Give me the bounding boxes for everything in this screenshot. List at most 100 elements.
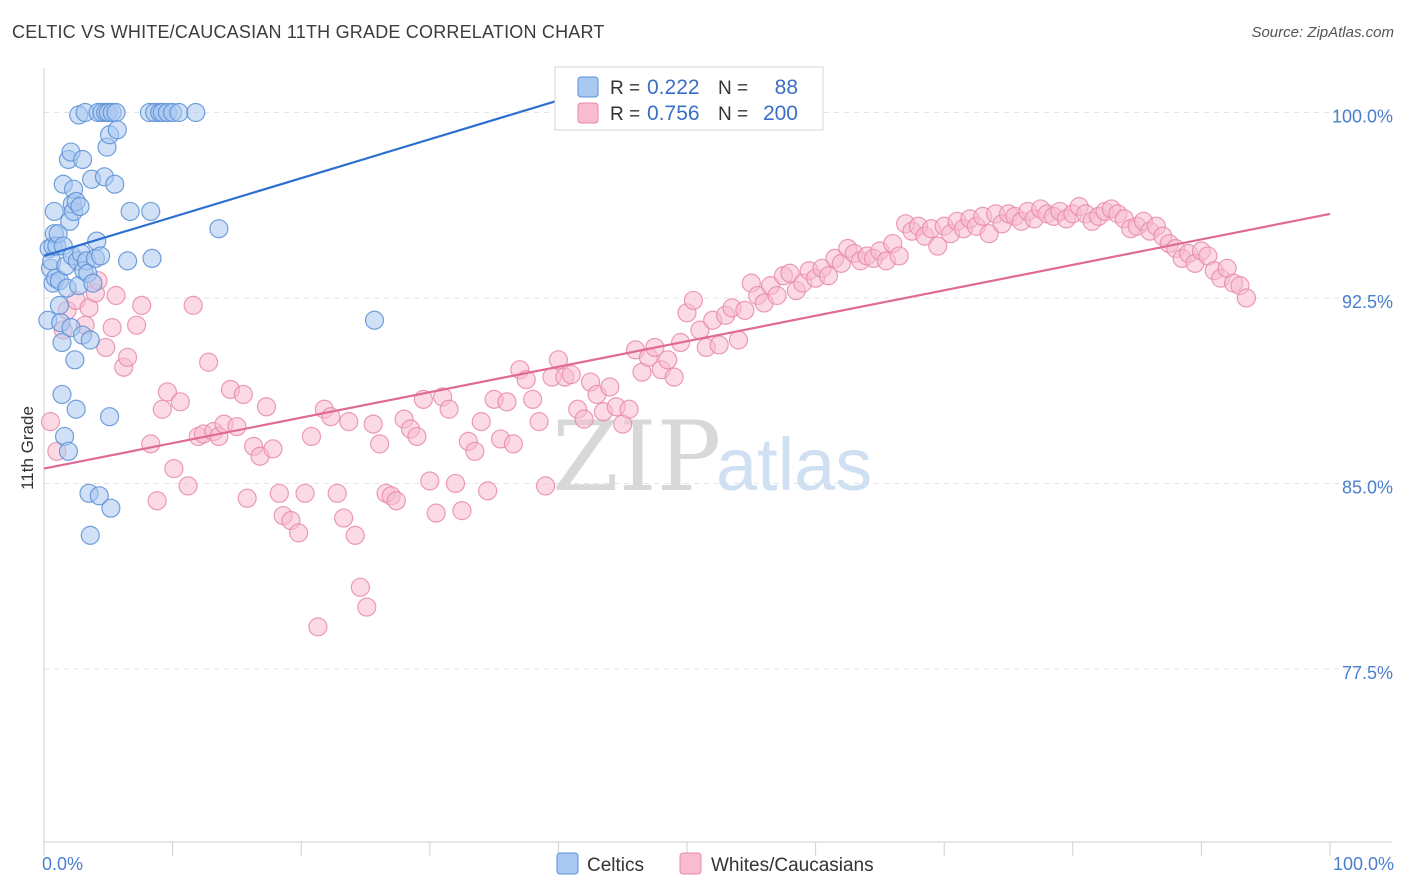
point-celtics-76 — [169, 102, 189, 123]
correlation-legend: R = 0.222 N = 88 R = 0.756 N = 200 — [554, 66, 824, 131]
trend-line-celtics — [43, 96, 568, 257]
point-whites-11 — [106, 285, 126, 306]
point-whites-60 — [407, 426, 427, 447]
point-whites-26 — [199, 352, 219, 372]
point-whites-21 — [170, 392, 190, 412]
point-celtics-65 — [107, 120, 127, 140]
point-whites-135 — [889, 246, 909, 266]
point-whites-19 — [157, 382, 178, 402]
watermark-atlas: atlas — [716, 423, 872, 506]
point-whites-44 — [308, 617, 328, 637]
point-whites-49 — [339, 412, 359, 432]
point-whites-78 — [523, 389, 543, 409]
point-celtics-30 — [65, 350, 85, 370]
point-whites-53 — [363, 414, 383, 434]
point-celtics-67 — [120, 201, 140, 222]
point-whites-0 — [40, 412, 61, 432]
point-celtics-48 — [83, 273, 103, 293]
point-whites-20 — [164, 459, 184, 479]
legend-n-label-celtics: N = — [718, 78, 748, 99]
series-whites-points — [40, 196, 1257, 637]
point-celtics-61 — [101, 498, 121, 518]
point-whites-90 — [600, 377, 620, 397]
x-tick-label-min: 0.0% — [42, 854, 83, 874]
point-whites-99 — [658, 350, 678, 370]
point-whites-23 — [183, 295, 203, 315]
legend-swatch-whites — [577, 102, 599, 124]
point-celtics-53 — [90, 246, 111, 266]
point-whites-86 — [574, 409, 594, 429]
x-ticks — [43, 842, 1331, 856]
point-celtics-36 — [70, 196, 90, 217]
point-whites-110 — [728, 330, 749, 350]
point-celtics-69 — [141, 201, 161, 222]
point-whites-80 — [535, 476, 556, 496]
point-whites-70 — [471, 412, 491, 432]
point-whites-9 — [96, 337, 116, 358]
bottom-legend-swatch-whites — [679, 852, 702, 875]
point-whites-16 — [141, 434, 161, 454]
bottom-legend-label-whites: Whites/Caucasians — [711, 855, 874, 876]
axes — [43, 68, 1392, 843]
bottom-legend-swatch-celtics — [556, 852, 579, 875]
legend-r-value-whites: 0.756 — [647, 102, 700, 125]
point-whites-48 — [334, 508, 354, 528]
legend-n-label-whites: N = — [718, 104, 748, 125]
point-celtics-64 — [106, 102, 126, 123]
point-whites-141 — [928, 236, 948, 256]
point-whites-93 — [619, 399, 639, 419]
point-whites-18 — [152, 399, 172, 419]
legend-swatch-celtics — [577, 76, 599, 98]
point-whites-111 — [735, 300, 755, 320]
legend-r-value-celtics: 0.222 — [647, 76, 700, 99]
point-whites-33 — [237, 488, 257, 508]
point-whites-37 — [263, 439, 283, 459]
bottom-legend: Celtics Whites/Caucasians — [556, 852, 874, 876]
legend-n-value-celtics: 88 — [775, 76, 798, 99]
point-celtics-38 — [72, 149, 93, 170]
trend-lines — [43, 96, 1331, 470]
point-whites-22 — [178, 476, 198, 496]
point-celtics-79 — [364, 310, 385, 330]
point-whites-67 — [452, 501, 472, 521]
point-whites-13 — [117, 347, 138, 367]
point-whites-38 — [269, 483, 289, 503]
point-whites-149 — [979, 224, 999, 244]
point-celtics-14 — [52, 332, 72, 353]
point-whites-65 — [439, 399, 459, 419]
bottom-legend-label-celtics: Celtics — [587, 855, 644, 876]
point-celtics-77 — [186, 102, 206, 123]
legend-n-value-whites: 200 — [763, 102, 798, 125]
point-celtics-6 — [44, 201, 64, 222]
point-whites-82 — [548, 350, 569, 370]
point-whites-63 — [426, 503, 446, 523]
point-whites-124 — [818, 266, 839, 286]
point-whites-79 — [529, 412, 549, 432]
trend-line-whites — [43, 212, 1331, 470]
point-whites-69 — [465, 441, 485, 461]
y-axis-title: 11th Grade — [18, 406, 37, 490]
point-celtics-63 — [105, 174, 125, 194]
legend-r-label-whites: R = — [610, 104, 640, 125]
y-tick-label-3: 77.5% — [1342, 663, 1393, 683]
point-whites-50 — [345, 525, 365, 545]
point-whites-10 — [102, 318, 122, 338]
y-tick-label-0: 100.0% — [1332, 107, 1393, 127]
watermark: ZIP atlas — [552, 401, 872, 513]
point-whites-17 — [147, 491, 167, 511]
point-whites-42 — [295, 483, 315, 503]
point-whites-51 — [350, 577, 370, 597]
legend-box — [554, 66, 824, 131]
point-whites-14 — [126, 315, 147, 335]
point-whites-74 — [497, 392, 517, 412]
point-whites-118 — [780, 263, 800, 283]
point-celtics-11 — [49, 295, 70, 315]
point-celtics-15 — [52, 384, 72, 405]
point-whites-36 — [256, 397, 277, 417]
point-whites-116 — [767, 285, 787, 306]
point-celtics-52 — [89, 486, 109, 506]
point-whites-31 — [227, 416, 247, 437]
point-whites-103 — [683, 290, 704, 311]
point-whites-189 — [1236, 288, 1257, 308]
